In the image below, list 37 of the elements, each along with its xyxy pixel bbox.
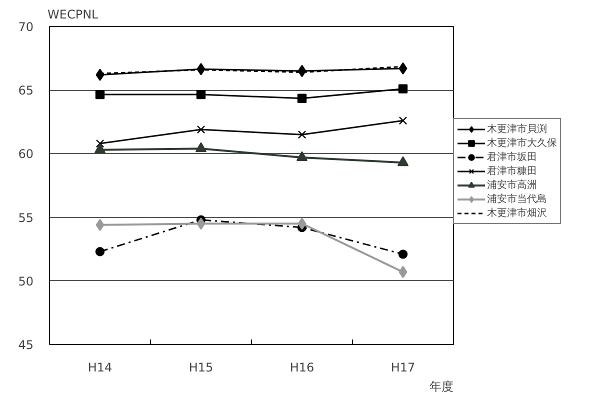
point [298, 218, 306, 230]
legend-label: 木更津市大久保 [487, 136, 557, 150]
legend-label: 君津市坂田 [487, 150, 537, 164]
point [397, 156, 409, 166]
point [196, 63, 206, 76]
y-tick-label: 55 [18, 210, 34, 225]
y-tick-label: 65 [18, 84, 34, 98]
legend-label: 木更津市畑沢 [487, 206, 547, 220]
y-tick-label: 60 [18, 147, 34, 162]
point [398, 84, 408, 94]
point [398, 116, 408, 125]
point [95, 90, 105, 100]
point [398, 250, 408, 259]
point [196, 90, 206, 100]
x-axis-title: 年度 [430, 380, 454, 394]
point [298, 130, 306, 139]
point [296, 151, 308, 162]
point [95, 247, 105, 256]
y-tick-label: 45 [18, 338, 34, 352]
point [96, 68, 104, 81]
point [96, 139, 104, 148]
y-tick-label: 50 [18, 274, 34, 288]
point [196, 218, 206, 230]
y-tick-label: 70 [18, 20, 34, 34]
y-axis-title: WECPNL [48, 8, 99, 22]
legend-label: 浦安市高洲 [487, 178, 537, 192]
legend-label: 木更津市貝渕 [487, 122, 547, 136]
legend-label: 浦安市当代島 [487, 192, 547, 206]
x-tick-label: H16 [290, 360, 314, 374]
point [94, 144, 106, 154]
x-tick-label: H17 [390, 360, 416, 374]
point [196, 125, 206, 134]
x-tick-label: H14 [88, 360, 112, 374]
point [297, 94, 307, 103]
x-tick-label: H15 [188, 360, 214, 374]
point [195, 142, 207, 152]
legend-label: 君津市糠田 [487, 164, 537, 178]
